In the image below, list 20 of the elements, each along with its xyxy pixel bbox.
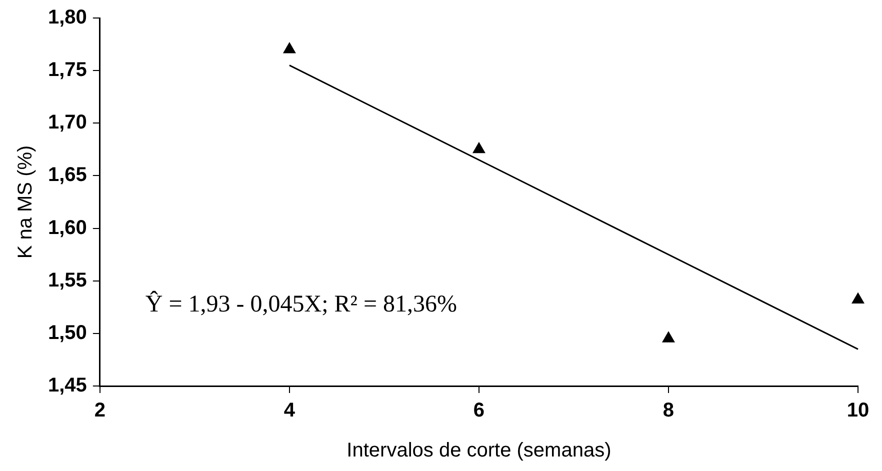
y-tick-label: 1,75 [48, 59, 87, 82]
y-tick-label: 1,70 [48, 112, 87, 134]
x-tick-label: 6 [473, 400, 485, 422]
y-tick-label: 1,45 [48, 374, 87, 397]
y-tick-label: 1,55 [48, 269, 87, 292]
x-axis-title: Intervalos de corte (semanas) [346, 440, 612, 462]
y-tick-label: 1,60 [48, 216, 87, 239]
x-tick-label: 4 [284, 400, 296, 422]
point [662, 332, 674, 342]
x-tick-label: 10 [846, 400, 870, 422]
point [284, 42, 296, 54]
annotation: Ŷ = 1,93 - 0,045X; R² = 81,36% [145, 290, 458, 318]
y-tick-label: 1,50 [48, 322, 87, 344]
point [473, 142, 485, 154]
x-tick-label: 8 [662, 400, 674, 422]
x-tick-label: 2 [94, 400, 106, 422]
y-axis-title: K na MS (%) [14, 145, 37, 259]
y-tick-label: 1,80 [48, 6, 87, 29]
y-tick-label: 1,65 [48, 164, 87, 186]
point [852, 293, 864, 304]
